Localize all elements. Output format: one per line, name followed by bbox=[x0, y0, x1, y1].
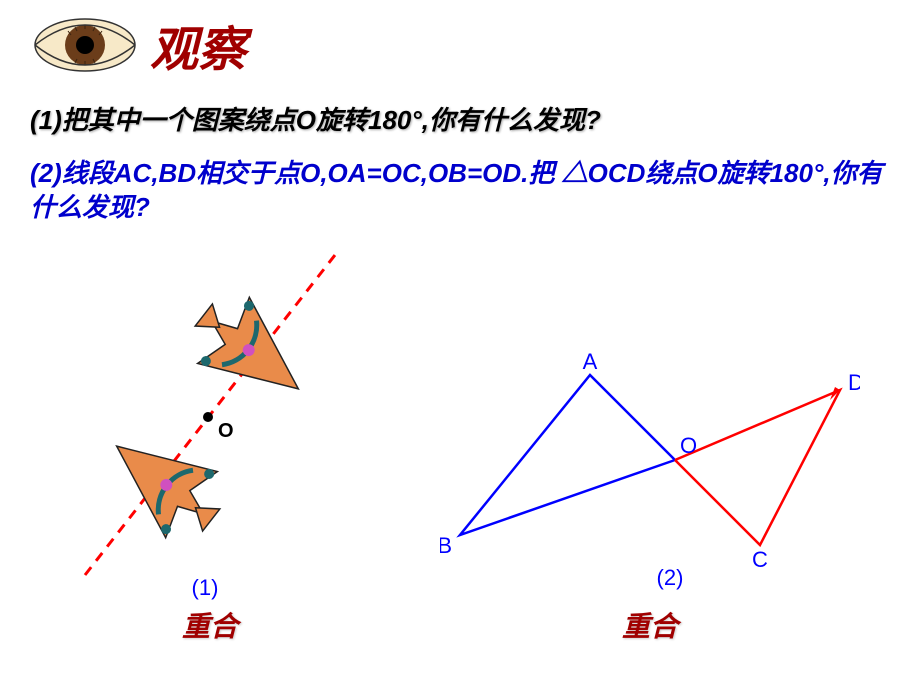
figure-2-caption: 重合 bbox=[440, 605, 860, 645]
label-O: O bbox=[680, 433, 697, 458]
label-C: C bbox=[752, 547, 768, 572]
figure-2-number: (2) bbox=[657, 565, 684, 590]
figure-1: O (1) bbox=[60, 245, 360, 605]
label-D: D bbox=[848, 370, 860, 395]
question-1: (1)把其中一个图案绕点O旋转180°,你有什么发现? bbox=[0, 80, 920, 137]
page-title: 观察 bbox=[150, 10, 246, 80]
eye-icon bbox=[30, 15, 140, 75]
figure-2: A B O C D (2) bbox=[440, 345, 860, 605]
figure-1-number: (1) bbox=[192, 575, 219, 600]
figure-1-caption: 重合 bbox=[60, 605, 360, 645]
label-A: A bbox=[583, 349, 598, 374]
question-2: (2)线段AC,BD相交于点O,OA=OC,OB=OD.把 △OCD绕点O旋转1… bbox=[0, 137, 920, 225]
point-O-label: O bbox=[218, 420, 234, 442]
label-B: B bbox=[440, 533, 452, 558]
